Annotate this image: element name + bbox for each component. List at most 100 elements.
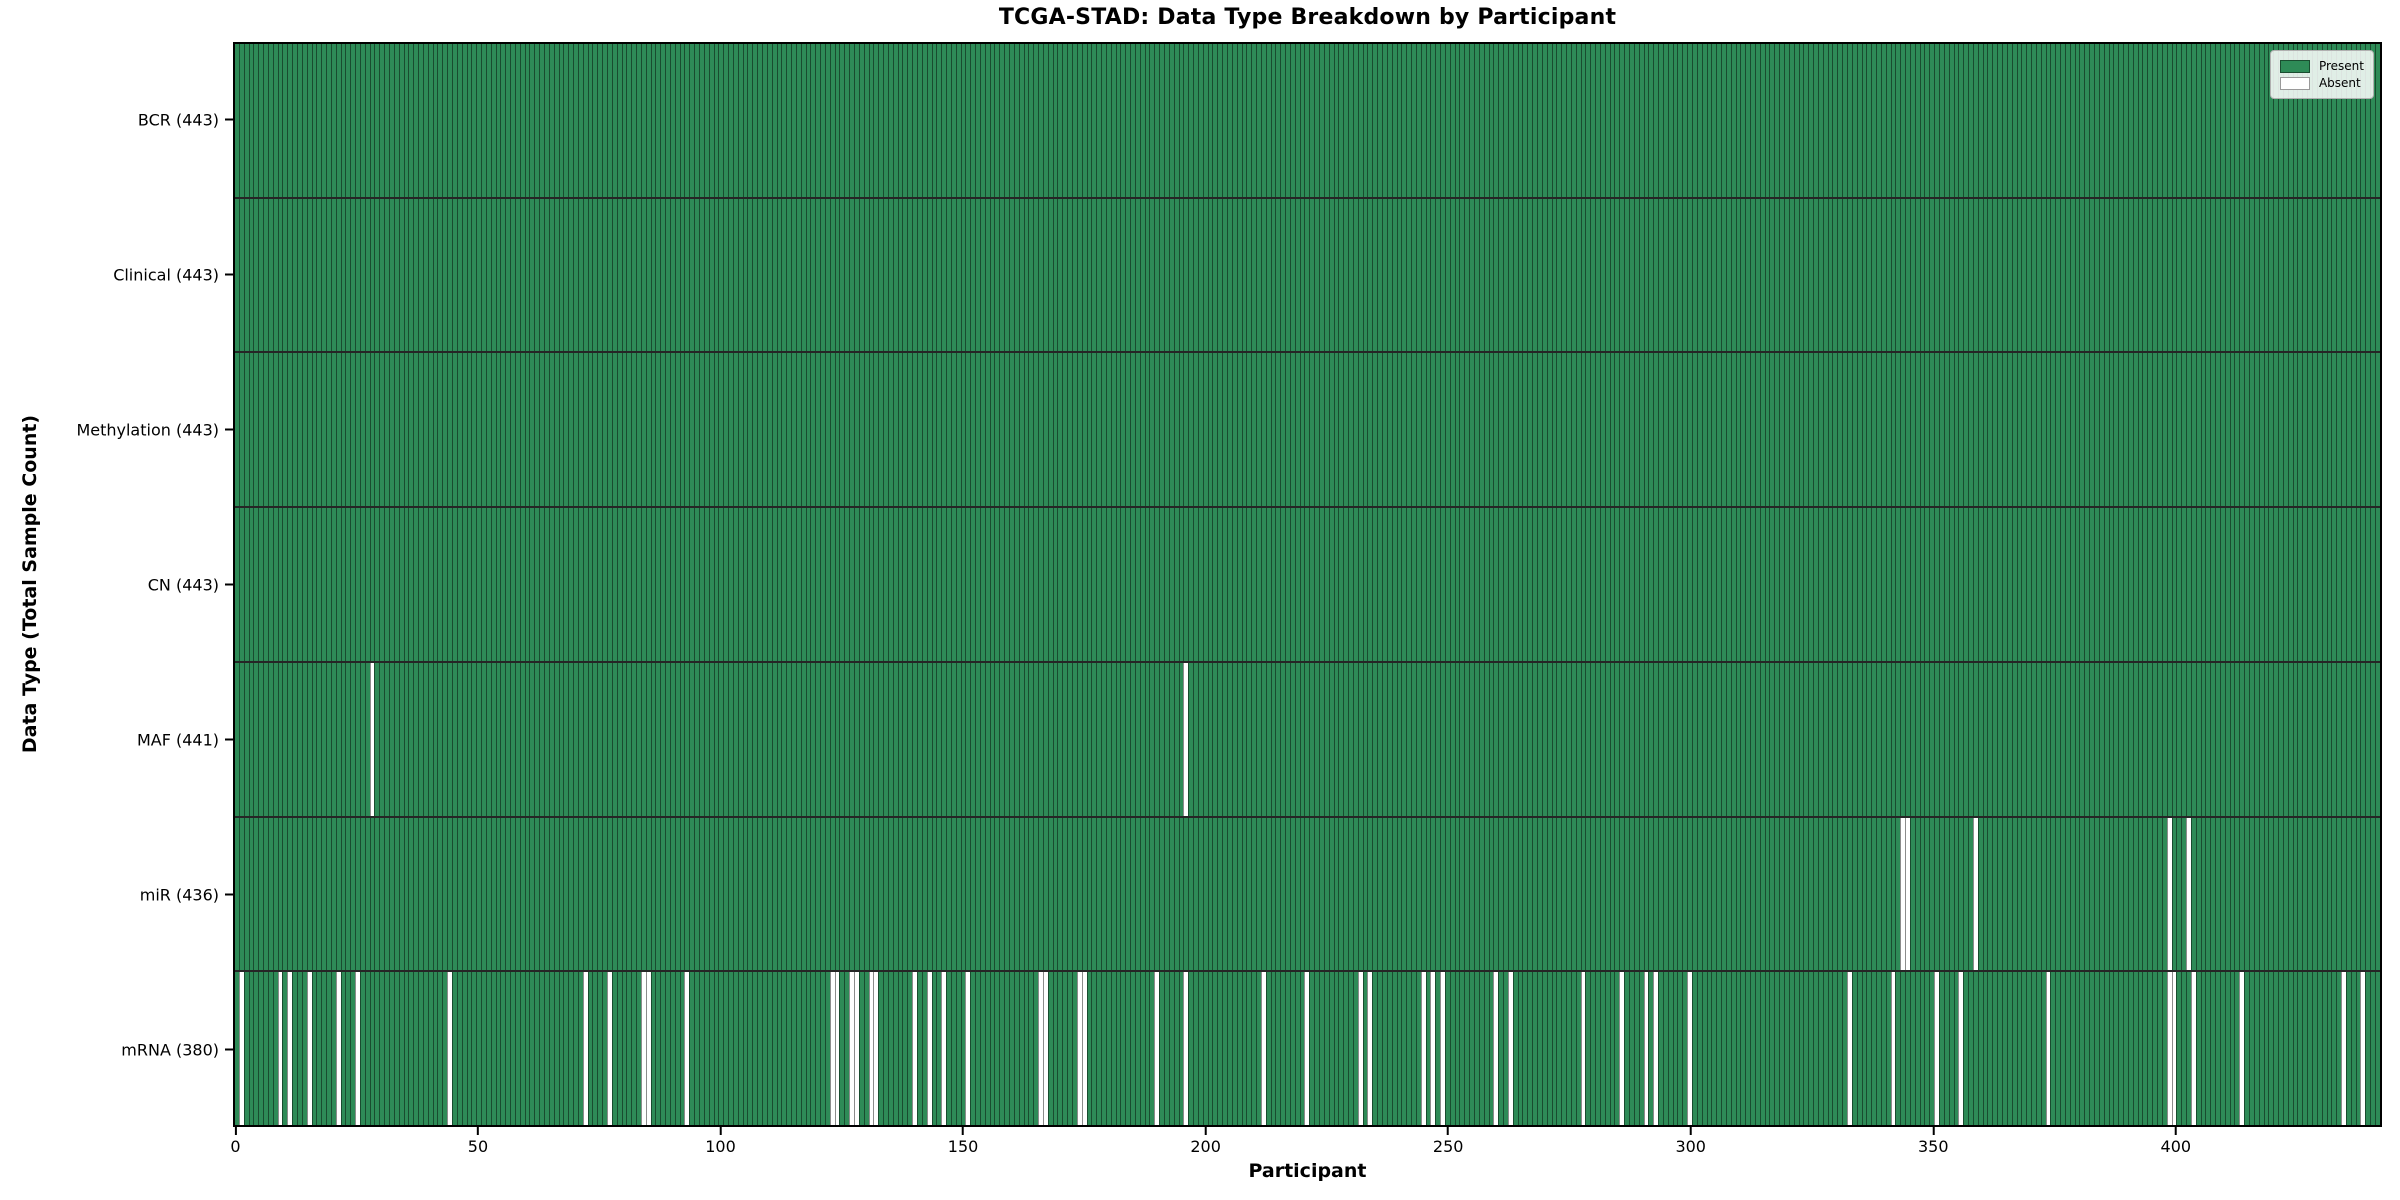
- matrix-cell: [2345, 972, 2351, 1126]
- matrix-cell: [1377, 198, 1382, 352]
- matrix-cell: [1590, 198, 1596, 352]
- matrix-cell: [1590, 44, 1596, 197]
- matrix-cell: [1067, 353, 1072, 507]
- matrix-cell: [1667, 662, 1673, 816]
- matrix-cell: [548, 662, 554, 816]
- matrix-cell: [1386, 817, 1392, 971]
- matrix-cell: [2355, 198, 2361, 352]
- matrix-cell: [936, 508, 942, 661]
- matrix-cell: [1759, 353, 1765, 507]
- matrix-cell: [602, 817, 607, 971]
- matrix-cell: [2297, 972, 2303, 1126]
- matrix-cell: [282, 198, 288, 352]
- matrix-cell: [2297, 44, 2303, 197]
- matrix-cell: [955, 44, 961, 197]
- matrix-cell: [1338, 44, 1344, 197]
- x-tick-label: 0: [230, 1137, 241, 1156]
- matrix-cell: [703, 972, 709, 1126]
- matrix-cell: [1289, 662, 1295, 816]
- matrix-cell: [849, 662, 854, 816]
- matrix-cell: [1406, 508, 1412, 661]
- matrix-cell: [931, 198, 937, 352]
- matrix-cell: [1561, 198, 1567, 352]
- matrix-cell: [1319, 508, 1324, 661]
- matrix-cell: [829, 972, 835, 1126]
- matrix-cell: [800, 198, 806, 352]
- matrix-cell: [1532, 662, 1537, 816]
- matrix-cell: [1488, 44, 1494, 197]
- matrix-cell: [1939, 662, 1944, 816]
- matrix-cell: [422, 972, 428, 1126]
- matrix-cell: [970, 198, 976, 352]
- matrix-cell: [287, 44, 293, 197]
- matrix-cell: [1483, 353, 1489, 507]
- matrix-cell: [2060, 353, 2065, 507]
- matrix-cell: [1420, 972, 1426, 1126]
- matrix-cell: [2215, 198, 2220, 352]
- matrix-cell: [1202, 817, 1208, 971]
- matrix-cell: [2161, 972, 2167, 1126]
- matrix-cell: [316, 817, 322, 971]
- matrix-cell: [1231, 353, 1237, 507]
- matrix-cell: [2156, 662, 2162, 816]
- matrix-cell: [887, 353, 893, 507]
- matrix-cell: [655, 662, 661, 816]
- matrix-cell: [2370, 198, 2375, 352]
- matrix-cell: [1575, 817, 1581, 971]
- matrix-cell: [1226, 44, 1232, 197]
- matrix-cell: [766, 44, 772, 197]
- matrix-cell: [1260, 508, 1266, 661]
- matrix-cell: [1071, 972, 1077, 1126]
- matrix-cell: [2001, 353, 2007, 507]
- matrix-cell: [1580, 817, 1586, 971]
- matrix-cell: [2152, 44, 2157, 197]
- matrix-cell: [887, 972, 893, 1126]
- matrix-cell: [2006, 662, 2012, 816]
- matrix-cell: [858, 353, 864, 507]
- matrix-cell: [2186, 353, 2191, 507]
- matrix-cell: [1381, 817, 1387, 971]
- matrix-cell: [1774, 817, 1780, 971]
- matrix-cell: [941, 662, 947, 816]
- matrix-cell: [1968, 198, 1973, 352]
- matrix-cell: [2244, 972, 2249, 1126]
- matrix-cell: [2103, 508, 2109, 661]
- matrix-cell: [2113, 972, 2119, 1126]
- matrix-cell: [553, 817, 559, 971]
- matrix-cell: [558, 508, 564, 661]
- matrix-cell: [2156, 353, 2162, 507]
- matrix-cell: [321, 44, 327, 197]
- matrix-cell: [1522, 817, 1528, 971]
- matrix-cell: [1202, 44, 1208, 197]
- matrix-cell: [577, 662, 583, 816]
- matrix-cell: [1614, 44, 1620, 197]
- x-tick-label: 400: [2160, 1137, 2192, 1156]
- matrix-cell: [306, 353, 312, 507]
- matrix-cell: [970, 353, 976, 507]
- matrix-cell: [1711, 198, 1717, 352]
- matrix-cell: [1721, 662, 1726, 816]
- matrix-cell: [2316, 198, 2322, 352]
- x-tick-50: 50: [468, 1127, 488, 1156]
- matrix-cell: [1464, 44, 1470, 197]
- matrix-cell: [1009, 44, 1014, 197]
- matrix-cell: [2074, 44, 2080, 197]
- matrix-cell: [1071, 198, 1077, 352]
- matrix-cell: [1939, 44, 1944, 197]
- matrix-cell: [248, 662, 254, 816]
- matrix-cell: [1067, 198, 1072, 352]
- matrix-cell: [1822, 508, 1828, 661]
- matrix-cell: [1619, 508, 1625, 661]
- matrix-cell: [1115, 353, 1121, 507]
- matrix-cell: [2282, 817, 2288, 971]
- matrix-cell: [1803, 662, 1809, 816]
- matrix-cell: [1522, 198, 1528, 352]
- matrix-cell: [665, 44, 670, 197]
- matrix-cell: [1275, 198, 1281, 352]
- matrix-cell: [1871, 353, 1877, 507]
- matrix-cell: [1963, 972, 1969, 1126]
- matrix-cell: [413, 353, 419, 507]
- matrix-cell: [1256, 44, 1261, 197]
- matrix-cell: [2355, 972, 2361, 1126]
- matrix-cell: [2355, 508, 2361, 661]
